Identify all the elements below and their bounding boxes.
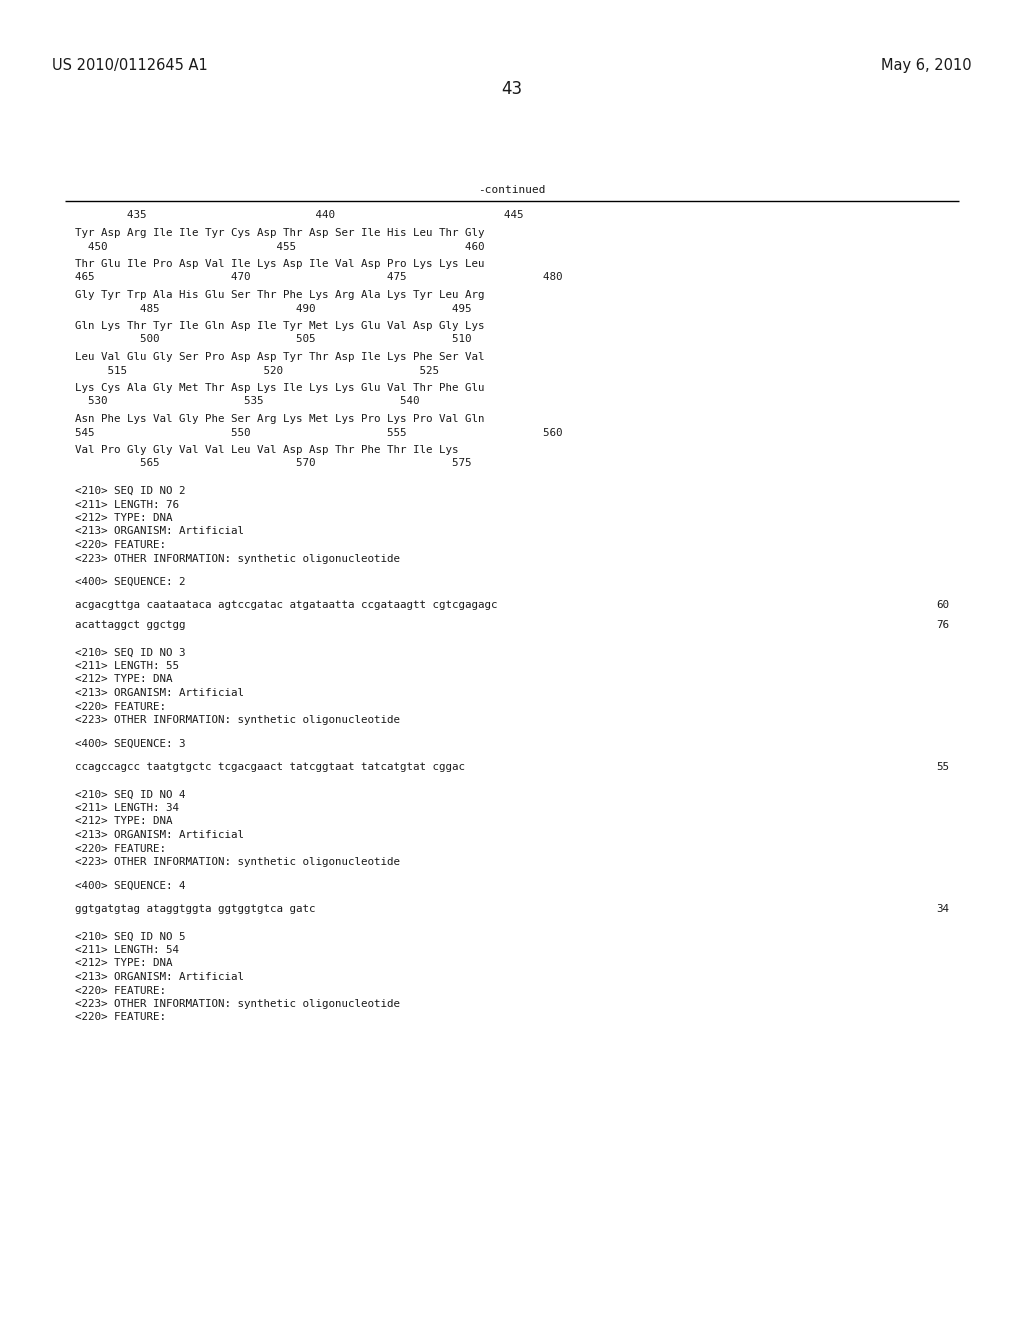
Text: 34: 34 <box>936 904 949 913</box>
Text: <223> OTHER INFORMATION: synthetic oligonucleotide: <223> OTHER INFORMATION: synthetic oligo… <box>75 553 400 564</box>
Text: <213> ORGANISM: Artificial: <213> ORGANISM: Artificial <box>75 527 244 536</box>
Text: 465                     470                     475                     480: 465 470 475 480 <box>75 272 562 282</box>
Text: <211> LENGTH: 34: <211> LENGTH: 34 <box>75 803 179 813</box>
Text: <223> OTHER INFORMATION: synthetic oligonucleotide: <223> OTHER INFORMATION: synthetic oligo… <box>75 715 400 725</box>
Text: 530                     535                     540: 530 535 540 <box>75 396 420 407</box>
Text: <220> FEATURE:: <220> FEATURE: <box>75 986 166 995</box>
Text: Gln Lys Thr Tyr Ile Gln Asp Ile Tyr Met Lys Glu Val Asp Gly Lys: Gln Lys Thr Tyr Ile Gln Asp Ile Tyr Met … <box>75 321 484 331</box>
Text: 43: 43 <box>502 81 522 98</box>
Text: ggtgatgtag ataggtggta ggtggtgtca gatc: ggtgatgtag ataggtggta ggtggtgtca gatc <box>75 904 315 913</box>
Text: <220> FEATURE:: <220> FEATURE: <box>75 540 166 550</box>
Text: <210> SEQ ID NO 5: <210> SEQ ID NO 5 <box>75 932 185 941</box>
Text: <400> SEQUENCE: 4: <400> SEQUENCE: 4 <box>75 880 185 891</box>
Text: <210> SEQ ID NO 4: <210> SEQ ID NO 4 <box>75 789 185 800</box>
Text: <400> SEQUENCE: 3: <400> SEQUENCE: 3 <box>75 738 185 748</box>
Text: <400> SEQUENCE: 2: <400> SEQUENCE: 2 <box>75 577 185 587</box>
Text: 60: 60 <box>936 601 949 610</box>
Text: <211> LENGTH: 54: <211> LENGTH: 54 <box>75 945 179 954</box>
Text: <212> TYPE: DNA: <212> TYPE: DNA <box>75 817 172 826</box>
Text: 76: 76 <box>936 620 949 630</box>
Text: 55: 55 <box>936 762 949 772</box>
Text: 500                     505                     510: 500 505 510 <box>75 334 471 345</box>
Text: <223> OTHER INFORMATION: synthetic oligonucleotide: <223> OTHER INFORMATION: synthetic oligo… <box>75 999 400 1008</box>
Text: May 6, 2010: May 6, 2010 <box>882 58 972 73</box>
Text: 565                     570                     575: 565 570 575 <box>75 458 471 469</box>
Text: <210> SEQ ID NO 2: <210> SEQ ID NO 2 <box>75 486 185 496</box>
Text: <211> LENGTH: 55: <211> LENGTH: 55 <box>75 661 179 671</box>
Text: 545                     550                     555                     560: 545 550 555 560 <box>75 428 562 437</box>
Text: -continued: -continued <box>478 185 546 195</box>
Text: Leu Val Glu Gly Ser Pro Asp Asp Tyr Thr Asp Ile Lys Phe Ser Val: Leu Val Glu Gly Ser Pro Asp Asp Tyr Thr … <box>75 352 484 362</box>
Text: <212> TYPE: DNA: <212> TYPE: DNA <box>75 675 172 685</box>
Text: <212> TYPE: DNA: <212> TYPE: DNA <box>75 958 172 969</box>
Text: 485                     490                     495: 485 490 495 <box>75 304 471 314</box>
Text: US 2010/0112645 A1: US 2010/0112645 A1 <box>52 58 208 73</box>
Text: <220> FEATURE:: <220> FEATURE: <box>75 843 166 854</box>
Text: acgacgttga caataataca agtccgatac atgataatta ccgataagtt cgtcgagagc: acgacgttga caataataca agtccgatac atgataa… <box>75 601 498 610</box>
Text: 515                     520                     525: 515 520 525 <box>75 366 439 375</box>
Text: Lys Cys Ala Gly Met Thr Asp Lys Ile Lys Lys Glu Val Thr Phe Glu: Lys Cys Ala Gly Met Thr Asp Lys Ile Lys … <box>75 383 484 393</box>
Text: Val Pro Gly Gly Val Val Leu Val Asp Asp Thr Phe Thr Ile Lys: Val Pro Gly Gly Val Val Leu Val Asp Asp … <box>75 445 459 455</box>
Text: 450                          455                          460: 450 455 460 <box>75 242 484 252</box>
Text: Gly Tyr Trp Ala His Glu Ser Thr Phe Lys Arg Ala Lys Tyr Leu Arg: Gly Tyr Trp Ala His Glu Ser Thr Phe Lys … <box>75 290 484 300</box>
Text: <213> ORGANISM: Artificial: <213> ORGANISM: Artificial <box>75 688 244 698</box>
Text: Thr Glu Ile Pro Asp Val Ile Lys Asp Ile Val Asp Pro Lys Lys Leu: Thr Glu Ile Pro Asp Val Ile Lys Asp Ile … <box>75 259 484 269</box>
Text: <213> ORGANISM: Artificial: <213> ORGANISM: Artificial <box>75 830 244 840</box>
Text: 435                          440                          445: 435 440 445 <box>75 210 523 220</box>
Text: <211> LENGTH: 76: <211> LENGTH: 76 <box>75 499 179 510</box>
Text: Tyr Asp Arg Ile Ile Tyr Cys Asp Thr Asp Ser Ile His Leu Thr Gly: Tyr Asp Arg Ile Ile Tyr Cys Asp Thr Asp … <box>75 228 484 238</box>
Text: Asn Phe Lys Val Gly Phe Ser Arg Lys Met Lys Pro Lys Pro Val Gln: Asn Phe Lys Val Gly Phe Ser Arg Lys Met … <box>75 414 484 424</box>
Text: <223> OTHER INFORMATION: synthetic oligonucleotide: <223> OTHER INFORMATION: synthetic oligo… <box>75 857 400 867</box>
Text: <213> ORGANISM: Artificial: <213> ORGANISM: Artificial <box>75 972 244 982</box>
Text: <220> FEATURE:: <220> FEATURE: <box>75 1012 166 1023</box>
Text: acattaggct ggctgg: acattaggct ggctgg <box>75 620 185 630</box>
Text: <220> FEATURE:: <220> FEATURE: <box>75 701 166 711</box>
Text: ccagccagcc taatgtgctc tcgacgaact tatcggtaat tatcatgtat cggac: ccagccagcc taatgtgctc tcgacgaact tatcggt… <box>75 762 465 772</box>
Text: <212> TYPE: DNA: <212> TYPE: DNA <box>75 513 172 523</box>
Text: <210> SEQ ID NO 3: <210> SEQ ID NO 3 <box>75 648 185 657</box>
